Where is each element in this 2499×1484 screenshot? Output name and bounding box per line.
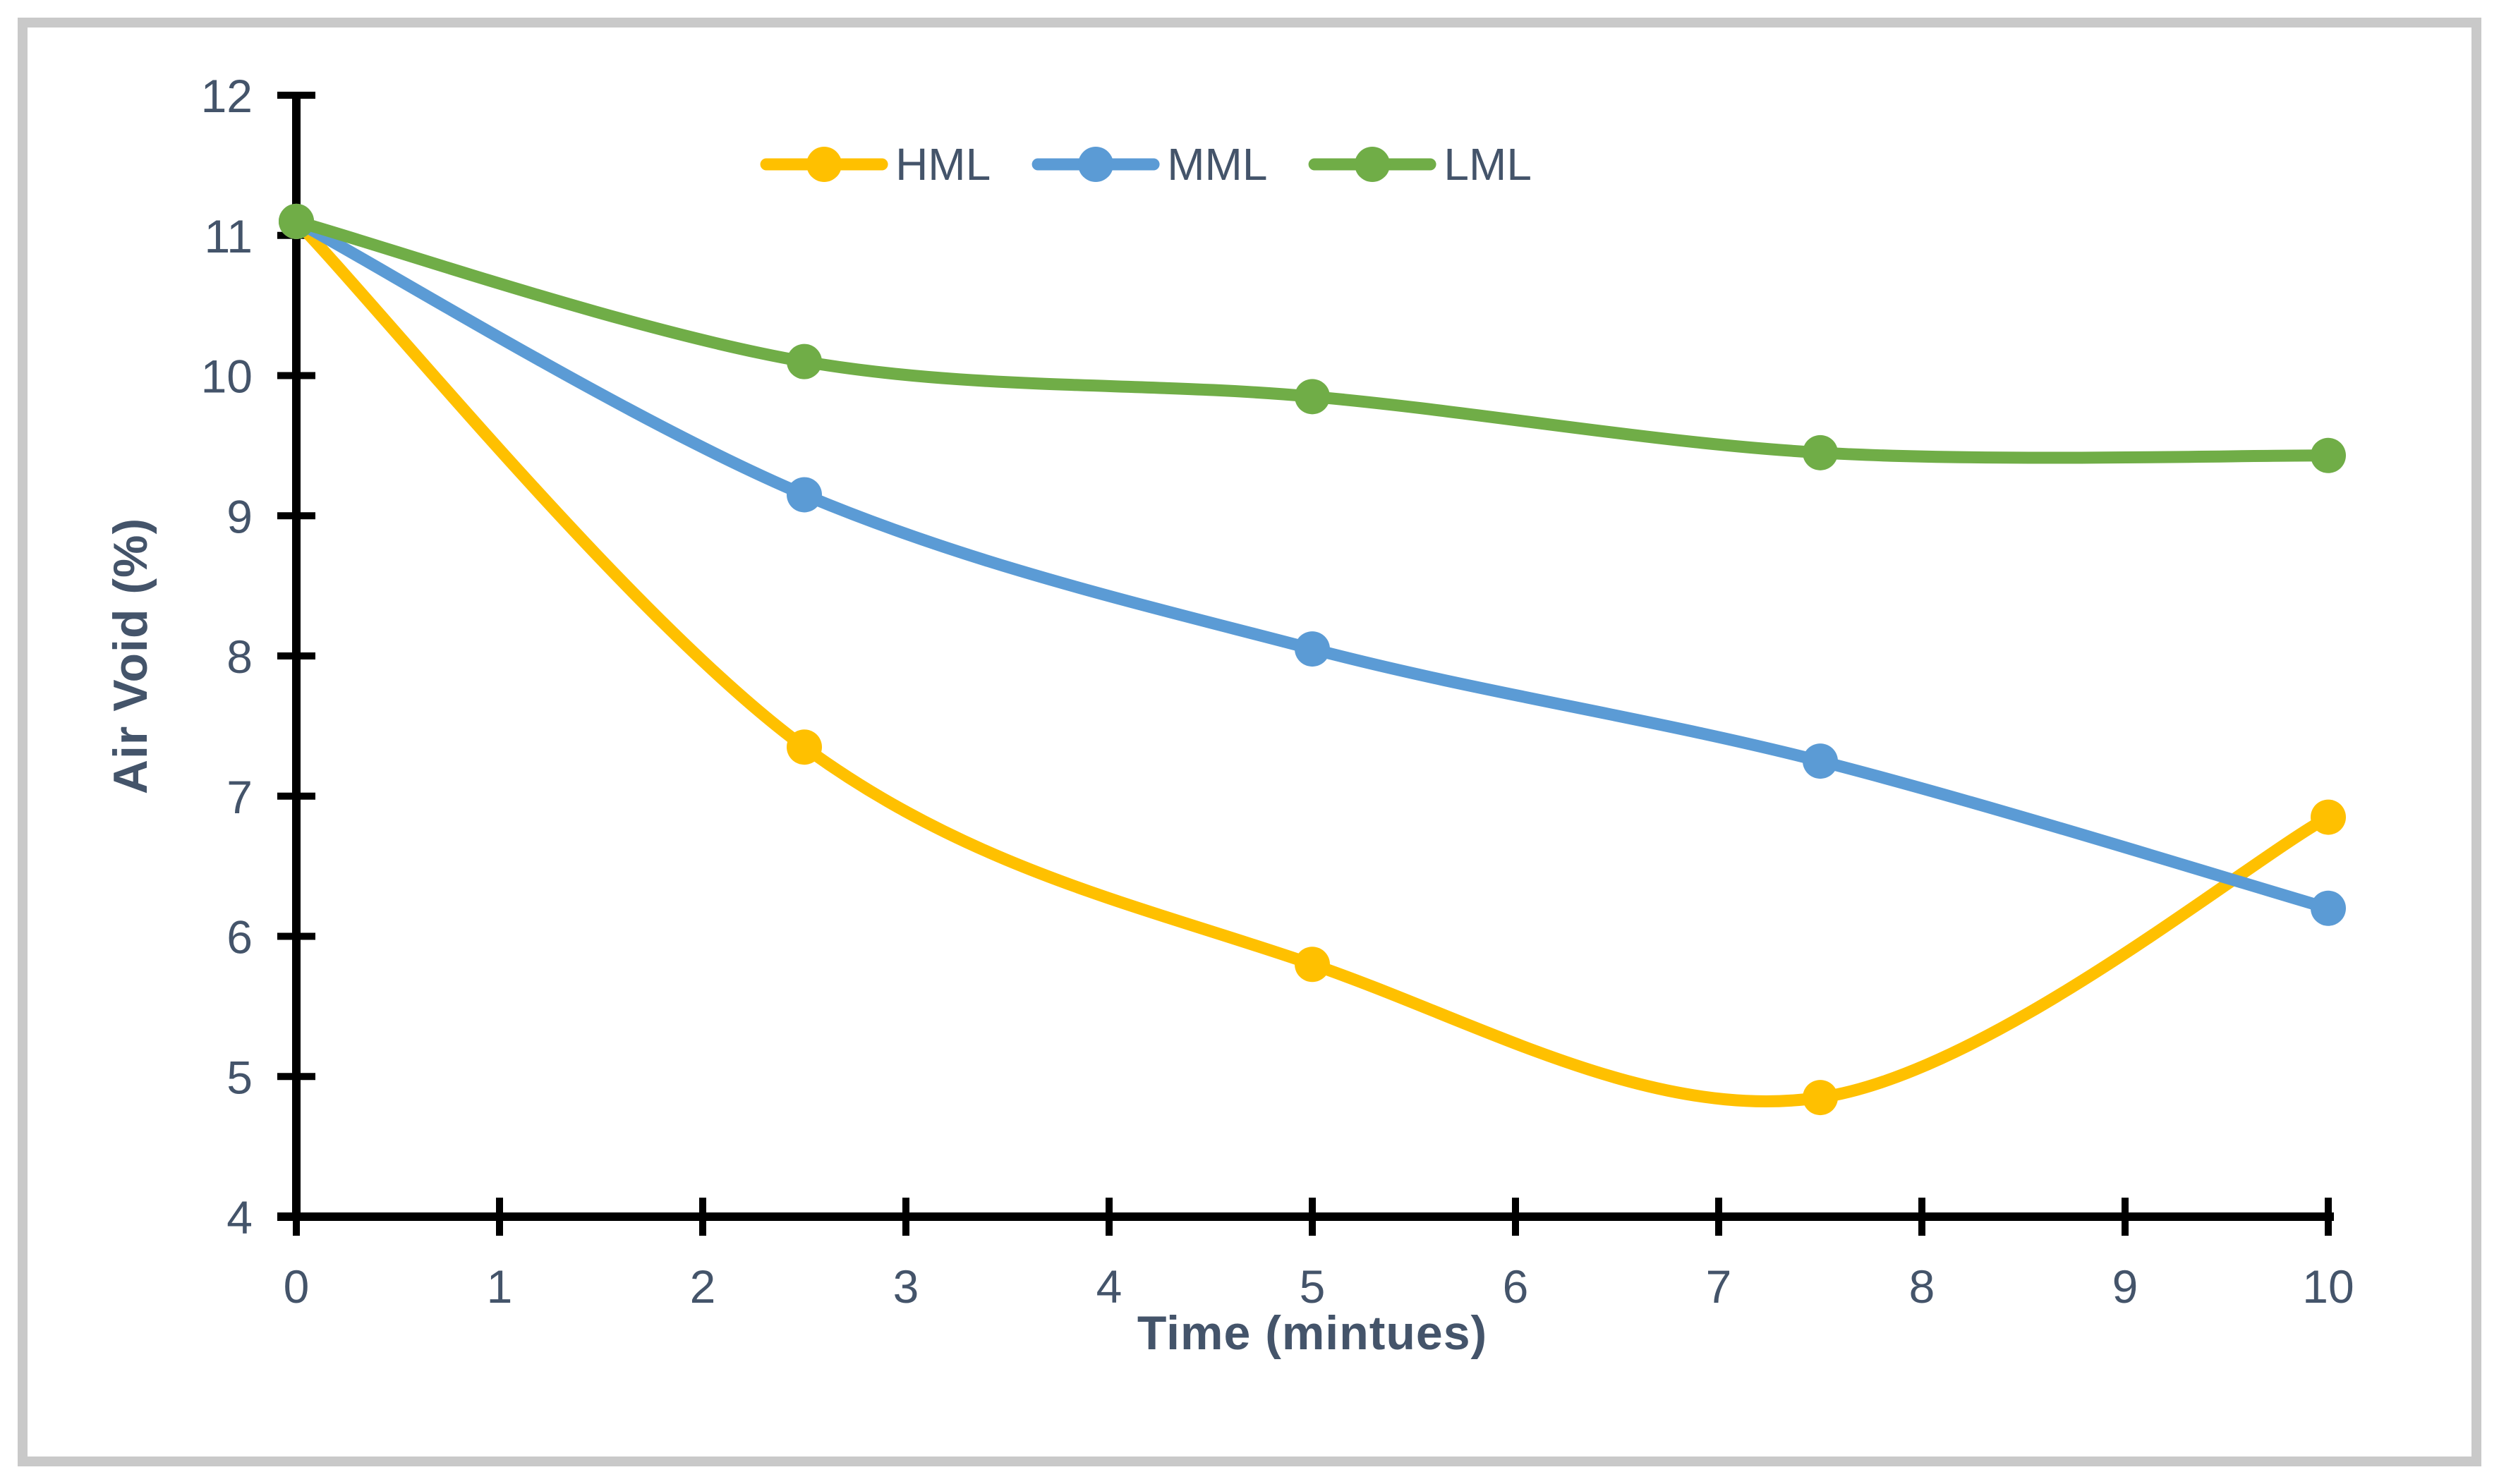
x-tick-label: 9 xyxy=(2112,1260,2138,1313)
data-point-marker-lml xyxy=(1295,379,1330,415)
y-tick-label: 10 xyxy=(201,351,253,403)
data-point-marker-mml xyxy=(1803,743,1838,779)
x-tick-label: 1 xyxy=(487,1260,513,1313)
y-tick-label: 7 xyxy=(226,771,253,823)
x-tick-label: 10 xyxy=(2302,1260,2354,1313)
data-point-marker-mml xyxy=(2311,890,2346,926)
data-point-marker-hml xyxy=(2311,799,2346,835)
x-tick-label: 6 xyxy=(1503,1260,1529,1313)
legend-label: HML xyxy=(895,139,991,190)
data-point-marker-mml xyxy=(1295,631,1330,667)
data-point-marker-lml xyxy=(1803,434,1838,470)
data-point-marker-lml xyxy=(787,343,822,379)
chart-legend: HML MML LML xyxy=(760,138,1532,190)
y-tick-label: 6 xyxy=(226,911,253,963)
series-line-hml xyxy=(290,215,2335,1107)
y-tick-label: 11 xyxy=(204,210,253,262)
y-axis-title: Air Void (%) xyxy=(104,517,157,795)
data-point-marker-hml xyxy=(1803,1080,1838,1116)
legend-label: MML xyxy=(1167,139,1268,190)
x-tick-label: 7 xyxy=(1706,1260,1732,1313)
legend-line-marker-icon xyxy=(760,147,888,182)
y-tick-label: 4 xyxy=(226,1191,253,1243)
series-line-lml xyxy=(290,215,2335,464)
y-tick-label: 12 xyxy=(201,70,253,122)
legend-item-lml: LML xyxy=(1308,138,1532,190)
x-tick-label: 2 xyxy=(690,1260,716,1313)
data-point-marker-lml xyxy=(2311,437,2346,473)
legend-item-mml: MML xyxy=(1031,138,1267,190)
y-tick-label: 5 xyxy=(226,1051,253,1103)
legend-line-marker-icon xyxy=(1308,147,1436,182)
legend-line-marker-icon xyxy=(1031,147,1160,182)
x-tick-label: 5 xyxy=(1300,1260,1326,1313)
x-tick-label: 0 xyxy=(284,1260,310,1313)
data-point-marker-hml xyxy=(1295,947,1330,983)
data-point-marker-hml xyxy=(787,729,822,765)
data-point-marker-lml xyxy=(279,203,314,239)
x-tick-label: 8 xyxy=(1909,1260,1935,1313)
data-point-marker-mml xyxy=(787,477,822,513)
x-tick-label: 3 xyxy=(893,1260,919,1313)
legend-item-hml: HML xyxy=(760,138,991,190)
x-axis-title: Time (mintues) xyxy=(1137,1306,1488,1360)
legend-label: LML xyxy=(1444,139,1532,190)
y-tick-label: 9 xyxy=(226,490,253,542)
x-tick-label: 4 xyxy=(1096,1260,1123,1313)
y-tick-label: 8 xyxy=(226,631,253,683)
